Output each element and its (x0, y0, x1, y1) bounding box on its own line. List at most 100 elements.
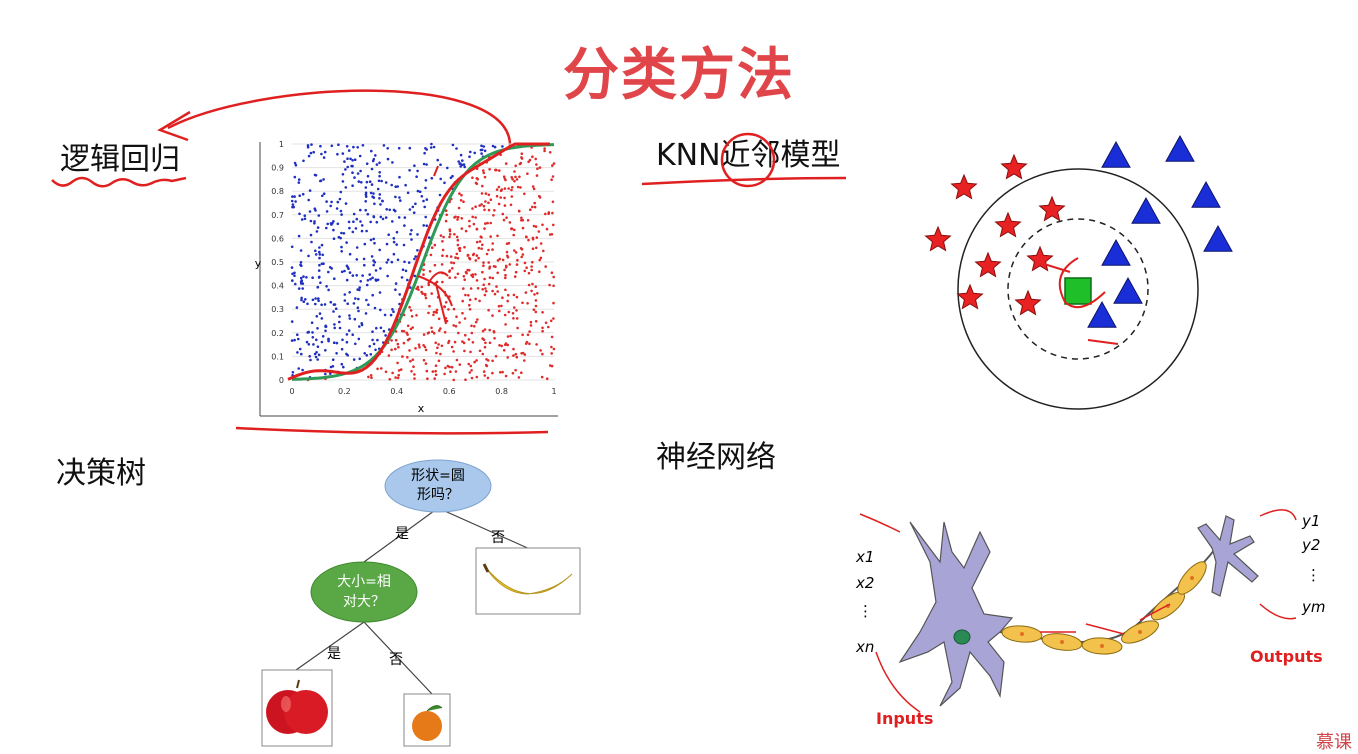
data-point (423, 345, 427, 349)
data-point (449, 370, 452, 373)
data-point (521, 253, 525, 256)
data-point (321, 335, 325, 338)
banana-icon (485, 567, 573, 595)
data-point (326, 222, 329, 226)
data-point (408, 146, 412, 150)
star-marker (950, 173, 978, 200)
data-point (308, 210, 312, 213)
data-point (357, 297, 360, 301)
data-point (379, 203, 382, 206)
data-point (460, 217, 464, 220)
x-tick-label: 0 (289, 387, 294, 396)
data-point (527, 271, 531, 275)
data-point (297, 181, 301, 184)
data-point (498, 371, 502, 374)
data-point (524, 291, 528, 294)
data-point (352, 145, 355, 149)
data-point (341, 173, 345, 176)
data-point (442, 235, 445, 239)
data-point (343, 299, 347, 302)
data-point (344, 168, 347, 171)
data-point (550, 345, 553, 349)
data-point (467, 294, 470, 297)
data-point (464, 229, 468, 233)
data-point (385, 208, 388, 211)
output-y2: y2 (1301, 536, 1320, 554)
data-point (550, 335, 554, 339)
data-point (479, 235, 483, 238)
data-point (517, 376, 521, 379)
data-point (290, 245, 294, 249)
data-point (386, 258, 390, 262)
data-point (443, 330, 447, 334)
data-point (480, 203, 483, 206)
data-point (518, 175, 521, 179)
data-point (290, 339, 294, 342)
data-point (343, 160, 346, 163)
data-point (470, 369, 473, 372)
data-point (458, 363, 462, 366)
data-point (432, 313, 435, 317)
data-point (394, 195, 397, 199)
data-point (447, 308, 450, 311)
data-point (497, 304, 501, 308)
data-point (480, 148, 484, 152)
data-point (298, 194, 301, 197)
data-point (293, 274, 296, 277)
data-point (526, 172, 529, 175)
data-point (333, 323, 336, 326)
data-point (535, 343, 538, 346)
data-point (351, 171, 354, 174)
data-point (491, 242, 494, 245)
data-point (317, 299, 320, 303)
data-point (468, 257, 472, 261)
data-point (378, 291, 382, 294)
data-point (359, 169, 362, 173)
data-point (409, 232, 412, 236)
star-marker (974, 251, 1002, 278)
data-point (506, 293, 510, 297)
data-point (320, 317, 324, 320)
data-point (529, 208, 532, 211)
data-point (506, 254, 509, 258)
data-point (527, 238, 530, 242)
data-point (291, 272, 294, 276)
data-point (531, 155, 534, 158)
data-point (296, 351, 299, 354)
data-point (516, 326, 519, 330)
data-point (398, 196, 401, 199)
input-x2: x2 (855, 574, 874, 592)
data-point (414, 202, 417, 206)
data-point (318, 253, 322, 256)
data-point (305, 276, 308, 279)
data-point (458, 246, 462, 250)
data-point (410, 238, 413, 241)
data-point (503, 204, 507, 207)
data-point (454, 276, 457, 279)
data-point (539, 349, 542, 352)
data-point (340, 213, 343, 216)
data-point (452, 378, 455, 382)
data-point (552, 347, 556, 351)
data-point (483, 293, 487, 297)
data-point (487, 193, 491, 197)
data-point (332, 228, 335, 232)
query-square (1064, 277, 1092, 305)
data-point (363, 242, 367, 246)
data-point (397, 373, 400, 377)
data-point (446, 166, 449, 170)
data-point (482, 370, 486, 373)
nucleus (953, 629, 971, 645)
y-tick-label: 0.8 (271, 187, 284, 196)
data-point (485, 289, 488, 293)
data-point (352, 212, 356, 216)
data-point (500, 344, 504, 348)
data-point (293, 195, 296, 198)
data-point (462, 275, 466, 278)
data-point (377, 179, 381, 183)
data-point (481, 352, 485, 356)
data-point (435, 308, 439, 312)
data-point (535, 236, 539, 239)
edge-label-yes: 是 (395, 526, 409, 542)
